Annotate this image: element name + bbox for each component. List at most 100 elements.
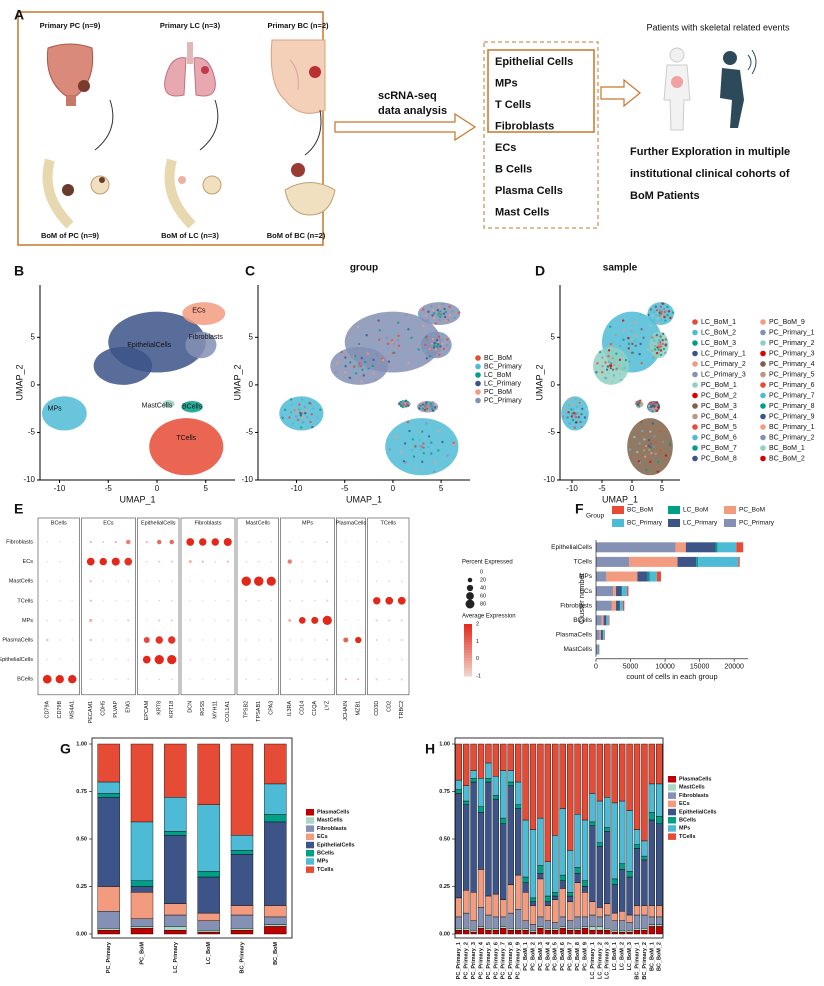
legend-swatch: [475, 380, 481, 387]
dot: [46, 541, 48, 543]
cell-speck: [357, 364, 361, 368]
cell-speck: [622, 329, 626, 332]
legend-label: LC_Primary_1: [701, 350, 746, 357]
cell-type: Fibroblasts: [495, 120, 554, 132]
colorbar-label: 1: [476, 639, 479, 645]
colorbar-step: [464, 639, 472, 643]
cell-speck: [428, 355, 432, 358]
legend-label: LC_BoM: [484, 372, 511, 379]
cell-speck: [572, 403, 576, 406]
cell-speck: [613, 360, 616, 364]
bar-segment: [230, 835, 254, 851]
cell-speck: [627, 342, 631, 346]
cell-speck: [567, 398, 570, 401]
cell-speck: [432, 312, 436, 315]
dot: [127, 580, 130, 583]
bar-segment: [544, 905, 552, 921]
dot: [345, 580, 347, 582]
cell-cloud: [149, 418, 224, 476]
y-tick-label: 0.75: [439, 789, 450, 795]
legend-swatch: [760, 392, 766, 399]
gene-label: KRT18: [169, 701, 175, 718]
dot: [397, 596, 406, 605]
y-tick-label: 0: [249, 380, 254, 389]
cell-speck: [609, 366, 613, 370]
bar-segment: [492, 795, 500, 800]
dot: [301, 560, 304, 563]
cell-speck: [609, 364, 613, 368]
x-tick-label: PC_Primary_7: [501, 942, 507, 979]
bar-segment: [589, 825, 596, 902]
dot: [211, 538, 219, 546]
bar-segment: [616, 600, 620, 611]
size-key: [467, 577, 473, 583]
dot: [375, 638, 378, 642]
dot: [270, 678, 272, 680]
bar-segment: [97, 743, 120, 783]
cell-speck: [605, 368, 609, 371]
bar-segment: [559, 928, 566, 935]
cell-speck: [423, 408, 427, 412]
legend-swatch: [668, 808, 676, 816]
cell-speck: [388, 448, 391, 451]
cell-speck: [397, 402, 401, 405]
cell-speck: [647, 313, 650, 317]
bar-segment: [522, 930, 529, 935]
bar-segment: [596, 571, 607, 582]
legend-swatch: [760, 371, 766, 378]
dot: [257, 599, 260, 602]
dot: [400, 678, 403, 681]
dot: [146, 619, 148, 622]
cell-speck: [651, 357, 655, 360]
bar-segment: [507, 785, 514, 885]
legend-title: Group: [586, 513, 604, 520]
gene-label: C1QA: [312, 700, 318, 715]
bar-segment: [619, 600, 621, 611]
cell-speck: [662, 332, 665, 336]
bar-segment: [641, 743, 648, 842]
cell-speck: [651, 349, 654, 352]
x-tick-label: LC_BoM: [206, 942, 212, 965]
cell-speck: [666, 313, 669, 317]
x-tick-label: PC_Primary_8: [508, 942, 514, 979]
bar-segment: [566, 895, 574, 902]
dot: [254, 576, 264, 586]
legend-swatch: [692, 361, 698, 367]
legend-label: ECs: [679, 801, 690, 807]
cell-speck: [427, 408, 431, 411]
cell-speck: [412, 455, 416, 458]
bar-segment: [559, 808, 566, 876]
cluster-label: BCells: [182, 404, 203, 411]
cell-speck: [357, 342, 361, 346]
x-tick-label: BC_Primary_1: [634, 942, 640, 980]
x-axis-label: count of cells in each group: [626, 672, 717, 681]
cell-speck: [281, 415, 284, 418]
legend-label: PC_Primary_4: [769, 361, 815, 368]
bar-segment: [470, 770, 477, 779]
cell-type: ECs: [495, 142, 516, 154]
dot: [127, 619, 130, 622]
cell-cloud: [182, 302, 226, 325]
bar-segment: [130, 821, 154, 882]
legend-swatch: [475, 355, 481, 361]
dot: [385, 596, 394, 605]
dot: [400, 658, 403, 661]
y-tick-label: 0: [31, 380, 36, 389]
dot: [127, 639, 130, 641]
bar-segment: [97, 930, 120, 935]
cell-speck: [365, 334, 368, 337]
x-tick-label: LC_Primary_1: [590, 942, 596, 979]
gene-label: TPSAB1: [256, 701, 262, 722]
legend-swatch: [760, 434, 766, 441]
cell-speck: [421, 403, 424, 406]
dot: [127, 658, 130, 661]
dot: [388, 658, 390, 661]
cell-speck: [429, 402, 432, 405]
cell-speck: [638, 442, 641, 445]
chart-title: group: [350, 263, 378, 274]
bar-segment: [677, 556, 697, 567]
bar-segment: [601, 615, 604, 626]
legend-label: MastCells: [679, 785, 705, 791]
dot: [313, 580, 316, 583]
x-tick-label: PC_BoM_4: [545, 941, 551, 971]
